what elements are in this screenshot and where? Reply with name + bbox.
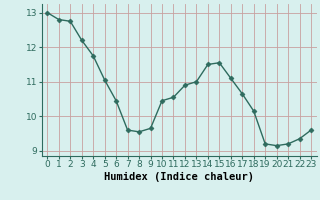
X-axis label: Humidex (Indice chaleur): Humidex (Indice chaleur): [104, 172, 254, 182]
